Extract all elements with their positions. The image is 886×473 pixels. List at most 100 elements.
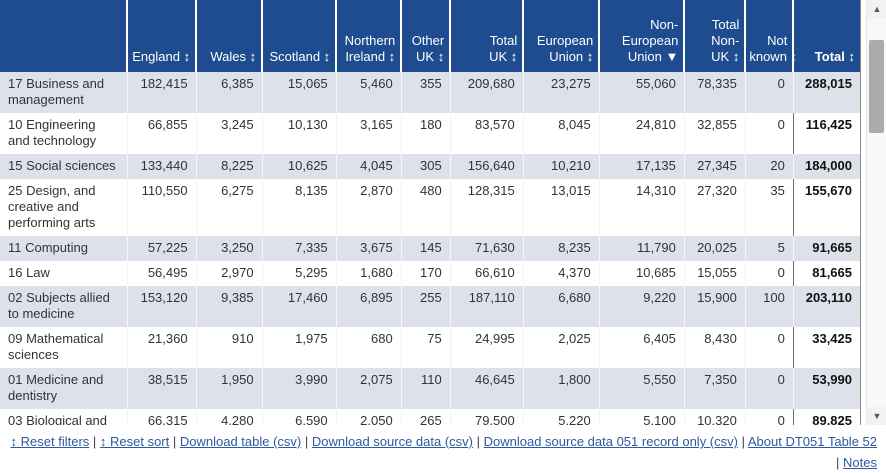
row-label: 03 Biological and <box>8 413 108 425</box>
scroll-up-icon[interactable]: ▲ <box>867 0 886 18</box>
cell-northern-ireland: 2,075 <box>335 368 402 409</box>
table-row: 15 Social sciences 133,440 8,225 10,625 4,04… <box>0 154 862 179</box>
column-header-non-european-union[interactable]: Non- European Union ▼ <box>598 0 685 72</box>
cell-northern-ireland: 1,680 <box>335 261 402 286</box>
column-header-total[interactable]: Total ↕ <box>792 0 862 72</box>
cell-total-non-uk: 27,345 <box>683 154 746 179</box>
cell-scotland: 6,590 <box>261 409 337 425</box>
cell-non-european-union: 9,220 <box>598 286 685 327</box>
column-header-other-uk[interactable]: Other UK ↕ <box>400 0 451 72</box>
cell-total-uk: 66,610 <box>449 261 524 286</box>
column-header-wales[interactable]: Wales ↕ <box>195 0 263 72</box>
cell-not-known: 5 <box>744 236 794 261</box>
cell-not-known: 0 <box>744 113 794 154</box>
column-header-not-known[interactable]: Not known ↕ <box>744 0 797 72</box>
about-dt051-table-52-link[interactable]: About DT051 Table 52 <box>747 434 877 449</box>
cell-european-union: 4,370 <box>522 261 600 286</box>
table-row: 03 Biological and 66,315 4,280 6,590 2,050 26… <box>0 409 862 425</box>
cell-european-union: 23,275 <box>522 72 600 113</box>
column-label-with-sort-icon: Union ▼ <box>627 49 679 64</box>
column-label-with-sort-icon: Ireland ↕ <box>345 49 396 64</box>
scroll-down-icon[interactable]: ▼ <box>867 407 886 425</box>
row-label: 01 Medicine and dentistry <box>0 368 128 409</box>
cell-wales: 3,250 <box>195 236 263 261</box>
cell-northern-ireland: 4,045 <box>335 154 402 179</box>
cell-england: 133,440 <box>126 154 197 179</box>
column-label-with-sort-icon: Total ↕ <box>814 49 855 64</box>
cell-non-european-union: 5,550 <box>598 368 685 409</box>
reset-sort-link[interactable]: ↕ Reset sort <box>99 434 170 449</box>
cell-northern-ireland: 2,050 <box>335 409 402 425</box>
row-label: 15 Social sciences <box>0 154 128 179</box>
notes-link[interactable]: Notes <box>843 455 877 470</box>
cell-other-uk: 110 <box>400 368 451 409</box>
column-label-with-sort-icon: UK ↕ <box>416 49 445 64</box>
cell-non-european-union: 10,685 <box>598 261 685 286</box>
column-header-england[interactable]: England ↕ <box>126 0 197 72</box>
cell-other-uk: 180 <box>400 113 451 154</box>
cell-total-non-uk: 10,320 <box>683 409 746 425</box>
row-label: 25 Design, and creative and performing a… <box>8 183 96 230</box>
row-label: 10 Engineering and technology <box>8 117 97 148</box>
cell-total-non-uk: 78,335 <box>683 72 746 113</box>
download-table-csv-link[interactable]: Download table (csv) <box>179 434 302 449</box>
cell-non-european-union: 24,810 <box>598 113 685 154</box>
cell-total: 184,000 <box>792 154 862 179</box>
column-header-northern-ireland[interactable]: Northern Ireland ↕ <box>335 0 402 72</box>
table-footer-links: ↕ Reset filters | ↕ Reset sort | Downloa… <box>0 425 886 473</box>
cell-wales: 9,385 <box>195 286 263 327</box>
cell-european-union: 5,220 <box>522 409 600 425</box>
column-header-european-union[interactable]: European Union ↕ <box>522 0 600 72</box>
cell-total: 81,665 <box>792 261 862 286</box>
cell-other-uk: 145 <box>400 236 451 261</box>
cell-total-uk: 83,570 <box>449 113 524 154</box>
cell-other-uk: 75 <box>400 327 451 368</box>
cell-european-union: 1,800 <box>522 368 600 409</box>
cell-england: 182,415 <box>126 72 197 113</box>
download-source-data-csv-link[interactable]: Download source data (csv) <box>311 434 473 449</box>
cell-not-known: 0 <box>744 261 794 286</box>
cell-wales: 6,275 <box>195 179 263 236</box>
cell-not-known: 0 <box>744 409 794 425</box>
cell-total-uk: 156,640 <box>449 154 524 179</box>
cell-northern-ireland: 5,460 <box>335 72 402 113</box>
cell-non-european-union: 5,100 <box>598 409 685 425</box>
cell-other-uk: 170 <box>400 261 451 286</box>
cell-total-uk: 209,680 <box>449 72 524 113</box>
cell-european-union: 13,015 <box>522 179 600 236</box>
reset-filters-link[interactable]: ↕ Reset filters <box>10 434 90 449</box>
cell-other-uk: 305 <box>400 154 451 179</box>
data-table: England ↕ Wales ↕ Scotland ↕ Northern Irelan… <box>0 0 862 425</box>
cell-other-uk: 480 <box>400 179 451 236</box>
row-label: 16 Law <box>8 265 50 280</box>
cell-non-european-union: 55,060 <box>598 72 685 113</box>
cell-england: 66,315 <box>126 409 197 425</box>
cell-scotland: 5,295 <box>261 261 337 286</box>
scrollbar-thumb[interactable] <box>869 40 884 133</box>
cell-scotland: 17,460 <box>261 286 337 327</box>
column-header-total-non-uk[interactable]: Total Non- UK ↕ <box>683 0 746 72</box>
column-label: Not <box>767 33 788 48</box>
column-label: Total <box>489 33 518 48</box>
row-label: 02 Subjects allied to medicine <box>0 286 128 327</box>
cell-wales: 8,225 <box>195 154 263 179</box>
cell-european-union: 8,045 <box>522 113 600 154</box>
table-row: 11 Computing 57,225 3,250 7,335 3,675 145 71,6… <box>0 236 862 261</box>
cell-england: 153,120 <box>126 286 197 327</box>
cell-wales: 910 <box>195 327 263 368</box>
table-viewport: England ↕ Wales ↕ Scotland ↕ Northern Irelan… <box>0 0 886 425</box>
cell-other-uk: 255 <box>400 286 451 327</box>
cell-total: 53,990 <box>792 368 862 409</box>
corner-header-cell <box>0 0 128 72</box>
column-label-with-sort-icon: UK ↕ <box>489 49 518 64</box>
download-source-data-051-link[interactable]: Download source data 051 record only (cs… <box>483 434 738 449</box>
column-label: Total <box>711 17 740 32</box>
column-header-total-uk[interactable]: Total UK ↕ <box>449 0 524 72</box>
vertical-scrollbar[interactable]: ▲ ▼ <box>866 0 886 425</box>
cell-scotland: 1,975 <box>261 327 337 368</box>
column-header-scotland[interactable]: Scotland ↕ <box>261 0 337 72</box>
cell-scotland: 10,130 <box>261 113 337 154</box>
cell-total-non-uk: 7,350 <box>683 368 746 409</box>
cell-european-union: 2,025 <box>522 327 600 368</box>
link-separator: | <box>301 434 312 449</box>
